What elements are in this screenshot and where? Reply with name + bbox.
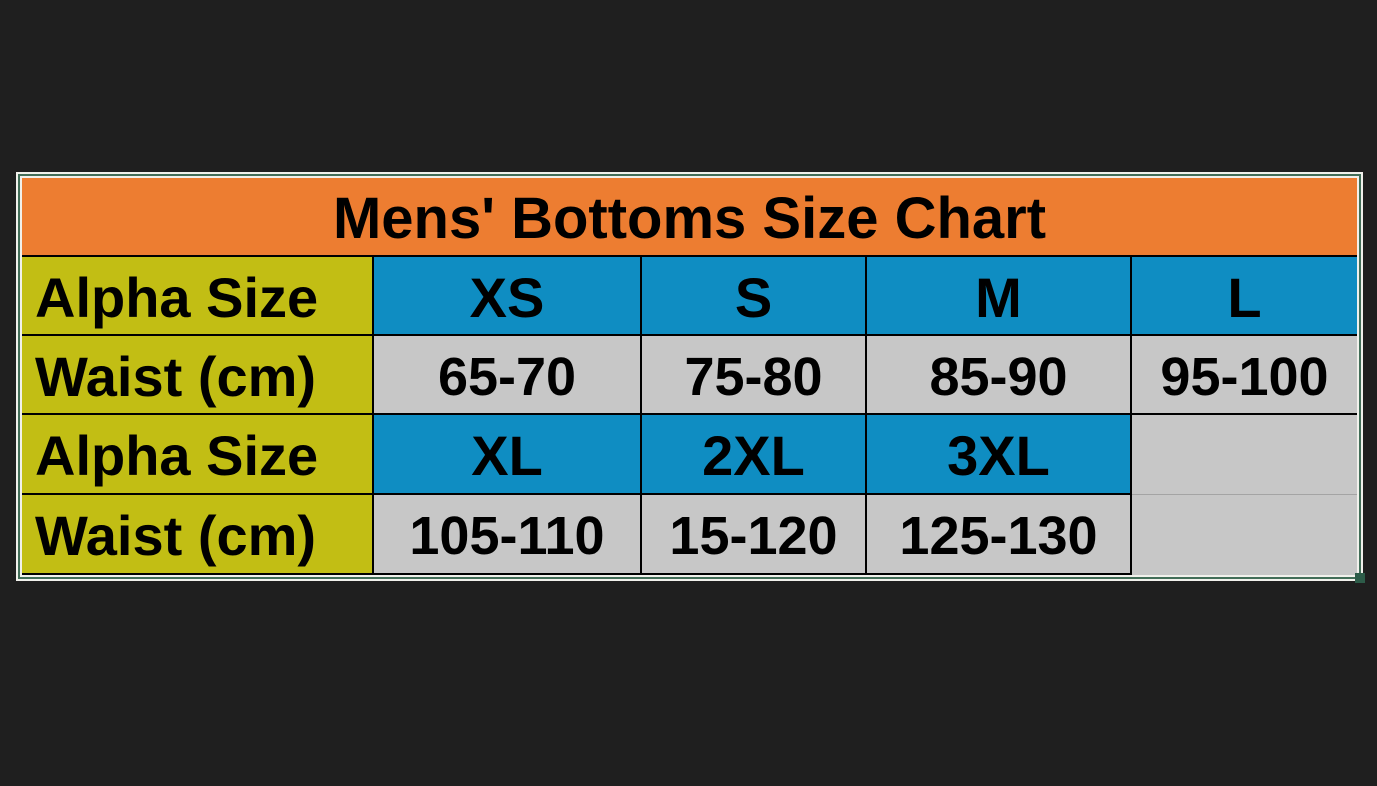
size-header-cell-l[interactable]: L: [1132, 257, 1357, 336]
row-label-cell[interactable]: Waist (cm): [22, 336, 374, 415]
waist-value-cell-xs[interactable]: 65-70: [374, 336, 642, 415]
size-header-cell-3xl[interactable]: 3XL: [867, 415, 1132, 495]
empty-cell[interactable]: [1132, 415, 1357, 495]
waist-value-cell-l[interactable]: 95-100: [1132, 336, 1357, 415]
selected-table-object[interactable]: Mens' Bottoms Size Chart Alpha Size XS S…: [16, 172, 1365, 583]
waist-value-cell-2xl[interactable]: 15-120: [642, 495, 867, 575]
selection-border-inner: Mens' Bottoms Size Chart Alpha Size XS S…: [20, 176, 1359, 577]
size-chart-table: Mens' Bottoms Size Chart Alpha Size XS S…: [22, 178, 1357, 575]
waist-value-cell-xl[interactable]: 105-110: [374, 495, 642, 575]
empty-cell[interactable]: [1132, 495, 1357, 575]
selection-border: Mens' Bottoms Size Chart Alpha Size XS S…: [18, 174, 1361, 579]
selection-resize-handle[interactable]: [1355, 573, 1365, 583]
waist-value-cell-m[interactable]: 85-90: [867, 336, 1132, 415]
row-label-cell[interactable]: Waist (cm): [22, 495, 374, 575]
row-label-cell[interactable]: Alpha Size: [22, 415, 374, 495]
waist-value-cell-s[interactable]: 75-80: [642, 336, 867, 415]
size-header-cell-s[interactable]: S: [642, 257, 867, 336]
size-header-cell-xl[interactable]: XL: [374, 415, 642, 495]
table-title-cell[interactable]: Mens' Bottoms Size Chart: [22, 178, 1357, 257]
row-label-cell[interactable]: Alpha Size: [22, 257, 374, 336]
size-header-cell-m[interactable]: M: [867, 257, 1132, 336]
size-header-cell-2xl[interactable]: 2XL: [642, 415, 867, 495]
size-header-cell-xs[interactable]: XS: [374, 257, 642, 336]
waist-value-cell-3xl[interactable]: 125-130: [867, 495, 1132, 575]
